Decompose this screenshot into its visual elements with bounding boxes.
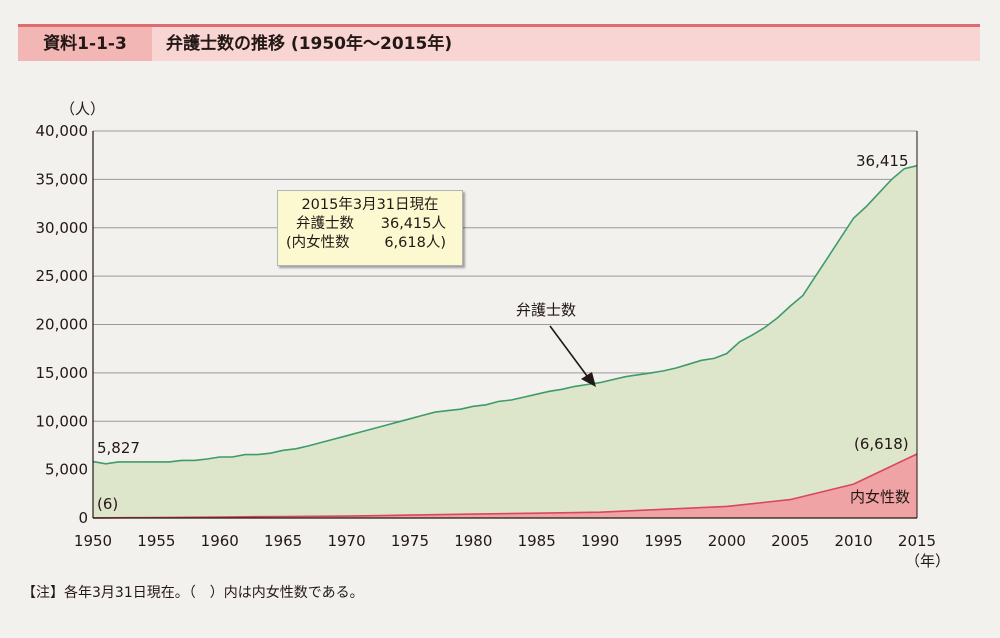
y-tick-3: 15,000 <box>36 364 89 382</box>
x-tick-6: 1980 <box>454 532 492 550</box>
annotation-start-total: 5,827 <box>97 439 140 457</box>
x-tick-8: 1990 <box>581 532 619 550</box>
summary-date: 2015年3月31日現在 <box>301 197 439 213</box>
figure-title: 弁護士数の推移 (1950年〜2015年) <box>166 34 453 54</box>
series-label-total: 弁護士数 <box>516 301 576 319</box>
line-women <box>92 453 918 519</box>
annotation-start-women: (6) <box>97 495 118 513</box>
y-tick-2: 10,000 <box>36 412 89 430</box>
summary-women-value: 6,618人) <box>384 235 446 251</box>
annotation-end-women: (6,618) <box>854 435 909 453</box>
x-tick-11: 2005 <box>771 532 809 550</box>
x-tick-3: 1965 <box>264 532 302 550</box>
y-tick-0: 0 <box>78 509 88 527</box>
summary-row-total: 弁護士数 36,415人 <box>278 215 462 234</box>
pointer-arrow <box>549 325 591 381</box>
x-tick-0: 1950 <box>74 532 112 550</box>
line-total <box>92 164 918 465</box>
x-tick-4: 1970 <box>327 532 365 550</box>
x-tick-10: 2000 <box>708 532 746 550</box>
x-tick-5: 1975 <box>391 532 429 550</box>
annotation-end-total: 36,415 <box>856 152 909 170</box>
pointer-arrowhead <box>581 372 596 387</box>
area-total <box>93 165 917 518</box>
y-tick-1: 5,000 <box>45 461 88 479</box>
y-tick-5: 25,000 <box>36 267 89 285</box>
x-tick-2: 1960 <box>201 532 239 550</box>
x-tick-13: 2015 <box>898 532 936 550</box>
area-women <box>93 454 917 518</box>
x-tick-9: 1995 <box>644 532 682 550</box>
y-tick-6: 30,000 <box>36 219 89 237</box>
y-tick-7: 35,000 <box>36 170 89 188</box>
summary-row-women: (内女性数 6,618人) <box>278 234 462 253</box>
y-tick-labels: 0 5,000 10,000 15,000 20,000 25,000 30,000 35,0… <box>36 122 89 527</box>
summary-box: 2015年3月31日現在 弁護士数 36,415人 (内女性数 6,618人) <box>277 190 463 266</box>
summary-women-label: (内女性数 <box>286 235 350 251</box>
y-tick-4: 20,000 <box>36 316 89 334</box>
y-axis-label: （人） <box>60 100 105 118</box>
x-tick-labels: 1950 1955 1960 1965 1970 1975 1980 1985 1990 1995… <box>74 532 936 550</box>
x-axis-label: （年） <box>905 552 950 570</box>
summary-total-label: 弁護士数 <box>296 216 354 232</box>
figure-number: 資料1-1-3 <box>18 27 152 61</box>
series-label-women: 内女性数 <box>850 488 910 506</box>
x-tick-12: 2010 <box>835 532 873 550</box>
header-rule <box>18 24 980 27</box>
y-tick-8: 40,000 <box>36 122 89 140</box>
figure-header: 資料1-1-3 弁護士数の推移 (1950年〜2015年) <box>18 27 980 61</box>
x-tick-7: 1985 <box>518 532 556 550</box>
footnote: 【注】各年3月31日現在。（ ）内は内女性数である。 <box>22 585 364 601</box>
x-tick-1: 1955 <box>137 532 175 550</box>
summary-total-value: 36,415人 <box>380 216 446 232</box>
